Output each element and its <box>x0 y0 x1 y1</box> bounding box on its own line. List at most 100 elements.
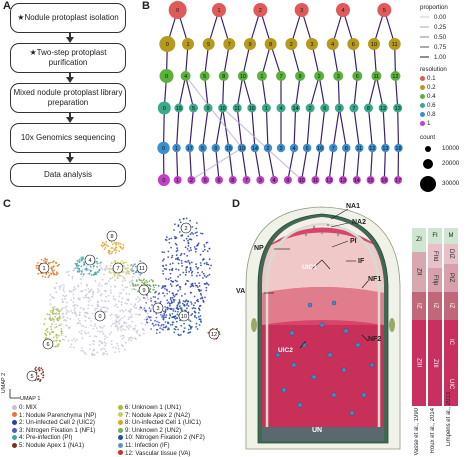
cluster-legend-label: 11: Infection (IF) <box>125 442 170 449</box>
umap-point <box>102 279 104 281</box>
umap-point <box>120 243 122 245</box>
tree-edge <box>190 148 192 180</box>
tree-edge <box>357 148 360 180</box>
umap-point <box>96 258 98 260</box>
umap-point <box>81 325 83 327</box>
umap-point <box>171 302 173 304</box>
umap-point <box>56 326 58 328</box>
umap-point <box>110 247 112 249</box>
umap-point <box>122 289 124 291</box>
umap-point <box>66 305 68 307</box>
umap-point <box>80 257 82 259</box>
umap-point <box>79 259 81 261</box>
label-uic2: UIC2 <box>278 347 293 354</box>
tree-edge <box>288 148 294 180</box>
umap-point <box>110 265 112 267</box>
cluster-color-dot-icon <box>118 428 123 433</box>
umap-point <box>123 336 125 338</box>
tree-edge <box>237 108 242 148</box>
umap-point <box>179 286 181 288</box>
cluster-legend-label: 0: MIX <box>19 404 37 411</box>
umap-point <box>198 316 200 318</box>
zone-cell: FI <box>428 228 442 244</box>
legend-resolution-value: 0.1 <box>427 75 436 82</box>
tree-node-label: 1 <box>265 106 268 112</box>
tree-edge <box>384 148 385 180</box>
umap-point <box>158 293 160 295</box>
umap-point <box>178 263 180 265</box>
umap-point <box>52 313 54 315</box>
tree-edge <box>320 108 325 148</box>
umap-point <box>87 308 89 310</box>
umap-point <box>121 309 123 311</box>
umap-cluster-label: 4 <box>88 258 91 264</box>
umap-point <box>50 320 52 322</box>
umap-point <box>134 263 136 265</box>
umap-point <box>124 329 126 331</box>
umap-point <box>109 272 111 274</box>
proportion-arrows <box>420 13 432 63</box>
umap-point <box>95 272 97 274</box>
tree-node-label: 9 <box>214 146 217 152</box>
umap-point <box>49 275 51 277</box>
umap-point <box>176 293 178 295</box>
umap-point <box>96 266 98 268</box>
cluster-legend-label: 8: Un-infected Cell 1 (UIC1) <box>125 419 201 426</box>
umap-point <box>110 289 112 291</box>
umap-point <box>116 321 118 323</box>
umap-point <box>165 264 167 266</box>
umap-point <box>50 312 52 314</box>
umap-point <box>189 331 191 333</box>
umap-point <box>58 310 60 312</box>
umap-point <box>177 311 179 313</box>
umap-point <box>170 283 172 285</box>
tree-node-label: 18 <box>395 146 401 152</box>
umap-point <box>141 323 143 325</box>
tree-node-label: 1 <box>217 8 220 14</box>
tree-node-label: 14 <box>252 146 258 152</box>
umap-point <box>117 306 119 308</box>
umap-point <box>207 250 209 252</box>
umap-point <box>200 254 202 256</box>
umap-point <box>139 300 141 302</box>
umap-point <box>132 337 134 339</box>
tree-node-label: 0 <box>162 146 165 152</box>
zone-cell: DIZ <box>444 244 458 264</box>
legend-proportion-title: proportion <box>420 4 448 11</box>
umap-point <box>200 320 202 322</box>
umap-point <box>154 296 156 298</box>
umap-point <box>93 292 95 294</box>
umap-point <box>111 262 113 264</box>
umap-point <box>80 333 82 335</box>
umap-point <box>140 307 142 309</box>
umap-point <box>63 339 65 341</box>
tree-node-label: 10 <box>371 42 377 48</box>
umap-point <box>198 282 200 284</box>
tree-node-label: 12 <box>380 106 386 112</box>
umap-point <box>164 306 166 308</box>
umap-point <box>178 225 180 227</box>
umap-point <box>105 296 107 298</box>
umap-point <box>109 278 111 280</box>
umap-point <box>118 351 120 353</box>
resolution-dot-icon <box>420 85 425 90</box>
umap-point <box>71 299 73 301</box>
umap-point <box>40 367 42 369</box>
umap-point <box>77 271 79 273</box>
umap-point <box>101 244 103 246</box>
umap-point <box>46 328 48 330</box>
umap-point <box>98 262 100 264</box>
legend-count-value: 20000 <box>442 160 459 167</box>
umap-point <box>143 297 145 299</box>
umap-point <box>45 330 47 332</box>
umap-point <box>95 273 97 275</box>
cluster-color-dot-icon <box>118 443 123 448</box>
umap-point <box>65 336 67 338</box>
umap-point <box>136 280 138 282</box>
umap-point <box>151 308 153 310</box>
tree-edge <box>343 148 346 180</box>
umap-point <box>162 273 164 275</box>
umap-point <box>169 291 171 293</box>
umap-point <box>117 345 119 347</box>
umap-point <box>164 314 166 316</box>
